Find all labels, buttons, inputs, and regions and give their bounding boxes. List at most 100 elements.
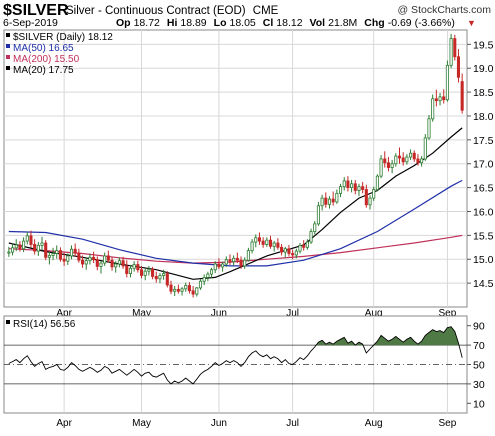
candle-body bbox=[276, 242, 280, 248]
candle-body bbox=[147, 268, 151, 272]
rsi-line bbox=[8, 326, 463, 385]
legend-label: MA(50) 16.65 bbox=[13, 43, 74, 54]
candle-body bbox=[58, 250, 62, 260]
candle-body bbox=[331, 198, 335, 203]
candle-body bbox=[162, 273, 166, 276]
quote-label: Chg bbox=[364, 17, 384, 29]
candle-body bbox=[294, 250, 298, 256]
down-marker: ▼ bbox=[467, 18, 476, 28]
quote-value: 18.89 bbox=[180, 17, 206, 29]
rsi-legend-swatch bbox=[6, 320, 10, 324]
candle-body bbox=[327, 198, 332, 205]
candle-body bbox=[350, 183, 354, 189]
candle-body bbox=[195, 287, 199, 295]
bottom-month-label: Aug bbox=[365, 418, 383, 429]
candle-body bbox=[283, 248, 287, 253]
candle-body bbox=[309, 231, 313, 243]
price-month-label: Aug bbox=[365, 308, 383, 319]
candle-body bbox=[338, 186, 343, 194]
ma50-line bbox=[8, 179, 463, 267]
candle-body bbox=[36, 244, 40, 252]
candle-body bbox=[217, 263, 221, 268]
price-y-axis: 14.5 15.0 15.5 16.0 16.5 17.0 17.5 18.0 18.5 19.0… bbox=[467, 39, 494, 290]
candle-body bbox=[62, 258, 66, 262]
candle-body bbox=[184, 285, 188, 290]
quote-label: Lo bbox=[214, 17, 227, 29]
price-month-label: Apr bbox=[56, 308, 72, 319]
symbol-title: $SILVER bbox=[3, 2, 69, 19]
rsi-tick-label: 30 bbox=[473, 379, 485, 391]
candle-body bbox=[117, 260, 121, 265]
price-tick-label: 14.5 bbox=[473, 278, 494, 290]
candle-body bbox=[445, 64, 449, 101]
candle-body bbox=[383, 158, 387, 164]
candle-body bbox=[210, 269, 214, 275]
candle-body bbox=[206, 273, 210, 278]
candle-body bbox=[44, 242, 48, 258]
candle-body bbox=[434, 98, 438, 102]
candle-body bbox=[453, 38, 457, 58]
candle-body bbox=[224, 259, 228, 265]
quote-value: 21.8M bbox=[328, 17, 357, 29]
candle-body bbox=[51, 253, 55, 256]
candle-body bbox=[139, 269, 144, 276]
candle-body bbox=[346, 180, 350, 189]
candle-body bbox=[235, 257, 239, 261]
candle-body bbox=[412, 152, 416, 160]
quote-line: Op 18.72 Hi 18.89 Lo 18.05 Cl 18.12 Vol 21.8M Chg -… bbox=[116, 17, 455, 29]
quote-label: Op bbox=[116, 17, 131, 29]
candle-body bbox=[92, 256, 96, 261]
bottom-month-label: Sep bbox=[439, 418, 457, 429]
legend-label: MA(200) 15.50 bbox=[13, 54, 80, 65]
candle-body bbox=[316, 205, 320, 225]
bottom-x-axis: Apr May Jun Jul Aug Sep bbox=[56, 418, 456, 429]
candle-body bbox=[305, 241, 309, 248]
candle-body bbox=[88, 256, 92, 262]
candle-body bbox=[324, 197, 328, 205]
candle-body bbox=[386, 162, 390, 168]
candle-body bbox=[81, 259, 85, 265]
candle-body bbox=[438, 96, 442, 102]
legend-label: $SILVER (Daily) 18.12 bbox=[13, 32, 113, 43]
candle-body bbox=[257, 237, 261, 242]
candle-body bbox=[298, 244, 302, 252]
price-tick-label: 17.5 bbox=[473, 135, 494, 147]
candle-body bbox=[110, 259, 114, 268]
candle-body bbox=[243, 259, 247, 267]
rsi-tick-label: 90 bbox=[473, 321, 485, 333]
candle-body bbox=[106, 255, 110, 261]
candle-body bbox=[442, 96, 446, 101]
quote-label: Hi bbox=[167, 17, 178, 29]
candle-body bbox=[361, 186, 365, 190]
rsi-legend-label: RSI(14) 56.56 bbox=[13, 319, 76, 330]
legend-swatch bbox=[6, 33, 10, 37]
candle-body bbox=[313, 223, 317, 232]
candle-body bbox=[335, 192, 339, 203]
bottom-month-label: Jun bbox=[211, 418, 227, 429]
candle-body bbox=[29, 235, 33, 245]
quote-date: 6-Sep-2019 bbox=[3, 17, 58, 29]
legend-swatch bbox=[6, 44, 10, 48]
price-tick-label: 19.5 bbox=[473, 39, 494, 51]
candle-body bbox=[261, 240, 265, 245]
candle-body bbox=[460, 81, 464, 111]
price-tick-label: 17.0 bbox=[473, 159, 494, 171]
candle-body bbox=[99, 262, 103, 267]
candle-body bbox=[401, 157, 405, 163]
candle-body bbox=[66, 255, 70, 262]
candle-body bbox=[132, 264, 136, 269]
candle-body bbox=[69, 248, 74, 257]
price-tick-label: 18.5 bbox=[473, 87, 494, 99]
candle-body bbox=[154, 276, 158, 280]
price-grid bbox=[4, 30, 467, 307]
candle-body bbox=[33, 244, 37, 252]
price-tick-label: 16.5 bbox=[473, 183, 494, 195]
price-month-label: Jul bbox=[286, 308, 299, 319]
candle-body bbox=[125, 265, 129, 274]
candle-body bbox=[169, 284, 173, 292]
watermark: @ StockCharts.com bbox=[397, 4, 491, 16]
candle-body bbox=[427, 118, 431, 139]
candle-body bbox=[25, 235, 29, 242]
exchange-text: CME bbox=[253, 5, 279, 17]
bottom-month-label: Jul bbox=[286, 418, 299, 429]
